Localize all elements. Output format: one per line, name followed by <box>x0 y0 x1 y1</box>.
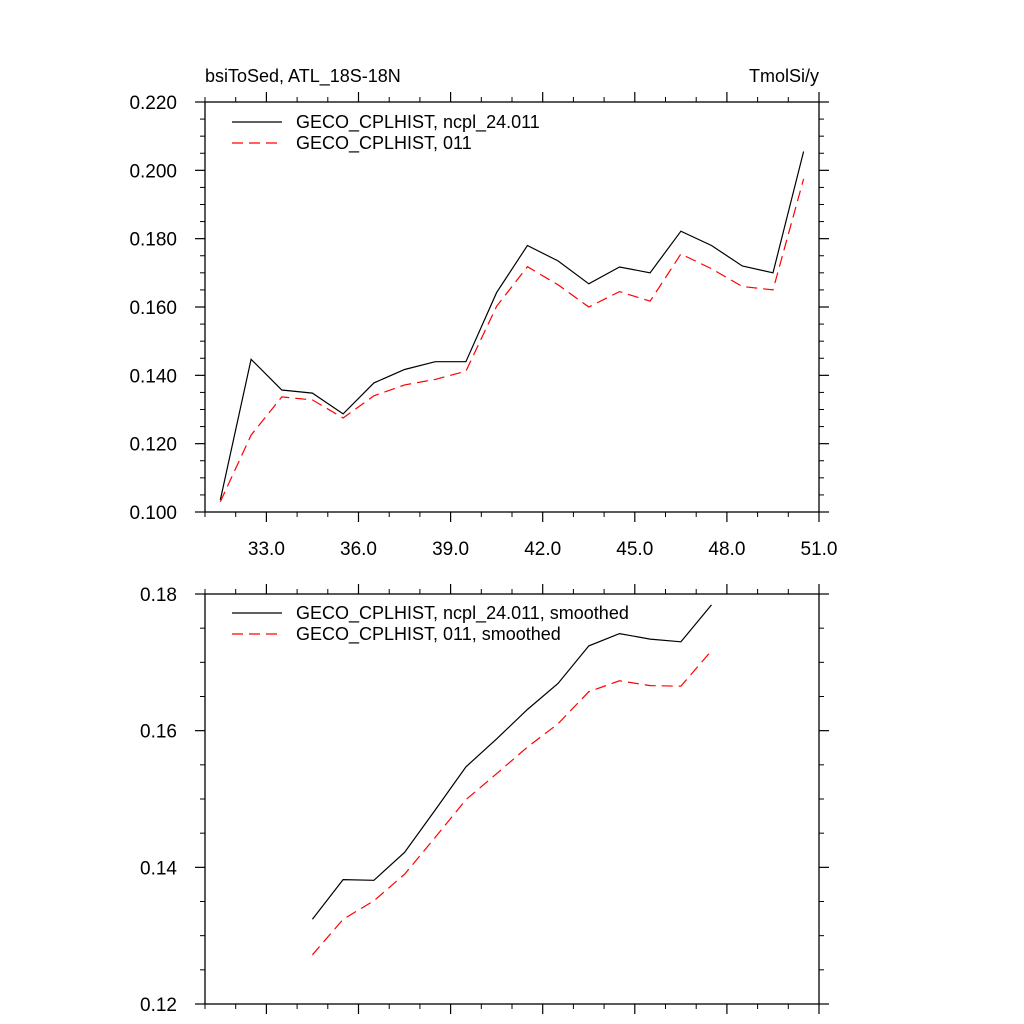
top-chart-panel: bsiToSed, ATL_18S-18N TmolSi/y 33.0 36.0 3… <box>129 66 837 560</box>
top-x-tick-label: 33.0 <box>248 539 285 560</box>
top-legend-label-ncpl: GECO_CPLHIST, ncpl_24.011 <box>296 112 540 133</box>
bottom-series-lines <box>311 604 712 956</box>
top-x-tick-label: 48.0 <box>708 539 745 560</box>
top-legend: GECO_CPLHIST, ncpl_24.011 GECO_CPLHIST, … <box>232 112 540 154</box>
top-y-tick-label: 0.220 <box>129 93 177 114</box>
top-x-tick-label: 36.0 <box>340 539 377 560</box>
bottom-plot-frame <box>204 593 820 1005</box>
top-y-tick-label: 0.100 <box>129 503 177 524</box>
top-series-line-011 <box>219 178 805 503</box>
bottom-y-tick-label: 0.12 <box>140 995 177 1016</box>
top-x-tick-label: 39.0 <box>432 539 469 560</box>
top-x-tick-label: 42.0 <box>524 539 561 560</box>
bottom-y-tick-label: 0.14 <box>140 858 177 879</box>
bottom-y-tick-label: 0.18 <box>140 585 177 606</box>
top-axis-ticks: 33.0 36.0 39.0 42.0 45.0 48.0 51.0 0.100 0.120 0.… <box>129 92 837 560</box>
top-y-tick-label: 0.200 <box>129 161 177 182</box>
top-chart-title-right: TmolSi/y <box>749 66 819 86</box>
bottom-legend-label-ncpl: GECO_CPLHIST, ncpl_24.011, smoothed <box>296 603 629 624</box>
top-plot-frame <box>204 101 820 513</box>
top-y-tick-label: 0.140 <box>129 366 177 387</box>
top-y-tick-label: 0.160 <box>129 298 177 319</box>
bottom-legend: GECO_CPLHIST, ncpl_24.011, smoothed GECO… <box>232 603 629 645</box>
bottom-series-line-ncpl <box>311 604 712 920</box>
top-chart-title-left: bsiToSed, ATL_18S-18N <box>205 66 401 87</box>
bottom-y-tick-label: 0.16 <box>140 722 177 743</box>
top-series-line-ncpl <box>219 151 805 501</box>
top-legend-label-011: GECO_CPLHIST, 011 <box>296 133 472 154</box>
bottom-legend-label-011: GECO_CPLHIST, 011, smoothed <box>296 624 561 645</box>
top-y-tick-label: 0.180 <box>129 230 177 251</box>
bottom-chart-panel: 0.12 0.14 0.16 0.18 GECO_CPLHIST, ncpl_24.0… <box>140 584 829 1016</box>
top-x-tick-label: 51.0 <box>801 539 838 560</box>
top-x-tick-label: 45.0 <box>616 539 653 560</box>
bottom-axis-ticks: 0.12 0.14 0.16 0.18 <box>140 584 829 1016</box>
top-y-tick-label: 0.120 <box>129 435 177 456</box>
top-series-lines <box>219 151 805 503</box>
bottom-series-line-011 <box>311 650 712 956</box>
